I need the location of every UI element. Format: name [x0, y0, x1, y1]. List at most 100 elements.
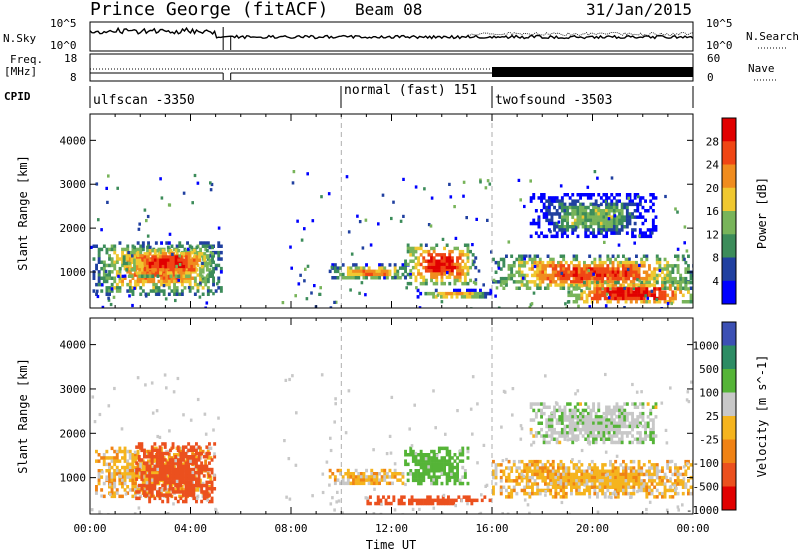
echo-cell — [607, 212, 611, 216]
echo-cell — [427, 259, 431, 263]
echo-cell — [192, 264, 196, 269]
echo-cell — [453, 478, 457, 483]
echo-cell — [137, 458, 141, 462]
echo-cell — [123, 446, 127, 451]
echo-cell — [417, 472, 420, 476]
noise-cell — [404, 482, 407, 487]
echo-cell — [540, 199, 543, 203]
echo-cell — [638, 434, 642, 438]
noise-cell — [144, 294, 148, 298]
echo-cell — [620, 228, 624, 232]
echo-cell — [502, 257, 506, 262]
echo-cell — [599, 202, 603, 207]
echo-cell — [545, 215, 549, 219]
nave-tick-top: 60 — [707, 52, 720, 65]
echo-cell — [655, 466, 659, 470]
echo-cell — [157, 250, 161, 255]
noise-cell — [565, 306, 568, 308]
echo-cell — [632, 293, 636, 298]
echo-cell — [187, 258, 191, 262]
echo-cell — [108, 270, 111, 274]
echo-cell — [550, 421, 554, 425]
echo-cell — [671, 296, 675, 301]
echo-cell — [676, 284, 680, 288]
echo-cell — [156, 477, 159, 481]
echo-cell — [562, 482, 566, 486]
echo-cell — [603, 260, 607, 265]
echo-cell — [135, 461, 139, 465]
echo-cell — [676, 257, 680, 262]
twofsound-freq-block — [492, 67, 693, 77]
echo-cell — [385, 472, 389, 476]
echo-cell — [422, 475, 426, 479]
echo-cell — [397, 501, 401, 506]
echo-cell — [404, 266, 407, 270]
echo-cell — [415, 498, 419, 503]
echo-cell — [575, 296, 579, 301]
echo-cell — [163, 458, 167, 462]
echo-cell — [564, 276, 568, 281]
echo-cell — [611, 254, 615, 258]
noise-cell — [615, 414, 618, 418]
echo-cell — [518, 280, 521, 284]
echo-cell — [152, 279, 156, 284]
noise-cell — [477, 269, 481, 273]
echo-cell — [531, 264, 534, 268]
echo-cell — [427, 453, 431, 457]
echo-cell — [610, 225, 614, 229]
echo-cell — [631, 418, 634, 422]
echo-cell — [564, 469, 568, 473]
echo-cell — [651, 218, 655, 223]
echo-cell — [436, 495, 440, 499]
echo-cell — [596, 280, 599, 285]
echo-cell — [668, 466, 672, 470]
echo-cell — [195, 464, 198, 469]
echo-cell — [671, 264, 675, 268]
echo-cell — [383, 266, 387, 270]
echo-cell — [187, 483, 191, 488]
noise-cell — [683, 257, 686, 261]
echo-cell — [448, 262, 452, 267]
echo-cell — [175, 276, 179, 280]
noise-cell — [508, 467, 511, 471]
echo-cell — [184, 467, 188, 472]
echo-cell — [598, 479, 602, 483]
echo-cell — [554, 472, 558, 477]
echo-cell — [161, 442, 165, 446]
echo-cell — [575, 267, 579, 271]
noise-cell — [466, 502, 469, 506]
echo-cell — [576, 215, 580, 219]
echo-cell — [553, 415, 556, 419]
echo-cell — [612, 212, 616, 216]
echo-cell — [177, 261, 181, 266]
echo-cell — [534, 209, 538, 213]
echo-cell — [607, 218, 611, 223]
echo-cell — [505, 283, 508, 287]
echo-cell — [443, 265, 446, 270]
echo-cell — [354, 478, 358, 482]
echo-cell — [184, 493, 188, 497]
echo-cell — [432, 291, 436, 296]
noise-cell — [350, 252, 354, 256]
echo-cell — [559, 466, 563, 470]
echo-cell — [135, 477, 139, 481]
echo-cell — [206, 244, 210, 248]
echo-cell — [123, 465, 127, 470]
echo-cell — [437, 475, 441, 479]
echo-cell — [625, 205, 629, 210]
echo-cell — [460, 295, 464, 299]
echo-cell — [95, 491, 98, 495]
echo-cell — [663, 475, 667, 480]
echo-cell — [110, 270, 114, 274]
echo-cell — [128, 462, 132, 467]
echo-cell — [110, 456, 114, 460]
echo-cell — [558, 405, 562, 409]
noise-cell — [101, 283, 104, 287]
noise-cell — [519, 424, 523, 428]
echo-cell — [585, 273, 589, 278]
echo-cell — [581, 215, 585, 219]
echo-cell — [385, 475, 389, 479]
echo-cell — [564, 270, 568, 274]
echo-cell — [219, 289, 223, 293]
noise-cell — [423, 187, 426, 191]
